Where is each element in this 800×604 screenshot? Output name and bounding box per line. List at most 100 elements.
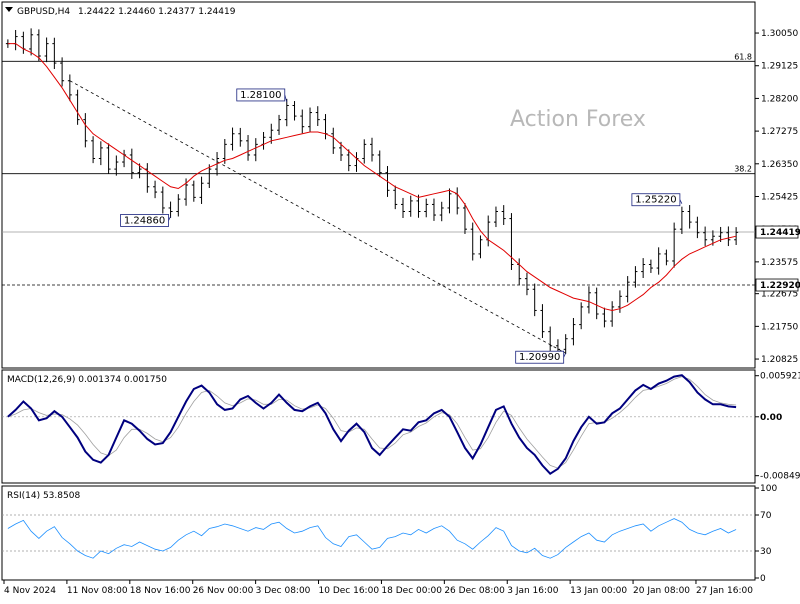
price-bar (695, 216, 700, 239)
price-annotation: 1.24860 (120, 214, 171, 227)
downtrend-line (69, 80, 566, 354)
x-tick-label: 18 Nov 16:00 (130, 586, 191, 596)
macd-label: MACD(12,26,9) 0.001374 0.001750 (7, 375, 167, 385)
x-tick-label: 18 Dec 00:00 (381, 586, 442, 596)
price-bar (509, 213, 514, 270)
price-bar (462, 203, 467, 234)
price-tick-label: 1.23575 (761, 258, 798, 268)
price-annotation: 1.20990 (515, 350, 567, 364)
support-badge-box (755, 278, 799, 292)
price-bar (664, 249, 669, 266)
price-panel[interactable] (1, 1, 756, 369)
price-tick-label: 1.29125 (761, 62, 798, 72)
price-bar (308, 107, 313, 132)
rsi-layer: 100 70 30 0 (2, 484, 777, 584)
x-tick-label: 13 Jan 00:00 (570, 586, 627, 596)
x-tick-label: 20 Jan 08:00 (633, 586, 690, 596)
price-tick-label: 1.28200 (761, 94, 798, 104)
price-annotation: 1.25220 (631, 193, 683, 207)
price-annotation-label: 1.24860 (124, 215, 165, 226)
price-bar (548, 326, 553, 351)
price-bar (60, 57, 65, 87)
price-annotation-label: 1.25220 (635, 195, 676, 206)
x-tick-label: 26 Nov 00:00 (193, 586, 254, 596)
price-bar (431, 198, 436, 221)
price-bar (253, 138, 258, 162)
price-bar (52, 37, 57, 69)
current-price-badge-text: 1.24419 (760, 228, 800, 238)
price-bar (586, 286, 591, 314)
price-bar (625, 276, 630, 303)
price-bar (36, 29, 41, 62)
price-bar (98, 141, 103, 166)
price-bar (532, 283, 537, 317)
current-price-badge-box (755, 225, 799, 239)
price-tick-label: 1.27275 (761, 127, 798, 137)
x-tick-label: 11 Nov 08:00 (67, 586, 128, 596)
price-bar (602, 307, 607, 328)
price-bar (315, 106, 320, 126)
support-badge: 1.22920 (755, 278, 800, 292)
rsi-tick-label: 30 (760, 547, 772, 557)
rsi-panel[interactable] (1, 485, 756, 581)
moving-average-line (7, 43, 737, 312)
price-annotation-box (236, 88, 286, 102)
price-bar (579, 302, 584, 330)
x-tick-label: 27 Jan 16:00 (696, 586, 753, 596)
price-bar (238, 127, 243, 147)
dropdown-triangle-icon[interactable] (5, 7, 13, 12)
price-bar (571, 317, 576, 346)
price-bar (734, 227, 739, 246)
price-bar (246, 135, 251, 161)
price-tick-label: 1.21750 (761, 322, 798, 332)
x-tick-label: 10 Dec 16:00 (319, 586, 380, 596)
price-bar (106, 143, 111, 174)
price-bar (594, 287, 599, 320)
price-bar (44, 37, 49, 63)
price-bar (524, 272, 529, 296)
macd-panel[interactable] (1, 369, 756, 484)
price-annotation-label: 1.28100 (240, 90, 281, 101)
price-tick-label: 1.30050 (761, 29, 798, 39)
price-bar (408, 195, 413, 217)
price-bar (331, 127, 336, 154)
support-badge-text: 1.22920 (760, 281, 800, 291)
price-bar (648, 259, 653, 273)
price-bar (610, 301, 615, 327)
price-annotation-pointer (284, 94, 288, 103)
price-bar (703, 226, 708, 246)
macd-signal-line (7, 376, 737, 469)
price-bar (75, 89, 80, 125)
price-bar (160, 186, 165, 214)
ohlc-label: 1.24422 1.24460 1.24377 1.24419 (78, 7, 236, 17)
price-bar (478, 235, 483, 259)
price-bar (370, 137, 374, 162)
rsi-label: RSI(14) 53.8508 (7, 491, 80, 501)
price-bar (168, 201, 173, 218)
price-bar (129, 148, 134, 179)
price-annotation-label: 1.20990 (519, 352, 560, 363)
price-bar (91, 136, 96, 164)
price-bar (400, 197, 405, 219)
price-bar (199, 176, 204, 204)
price-bar (672, 222, 677, 268)
x-tick-label: 3 Dec 08:00 (256, 586, 311, 596)
price-tick-label: 1.26350 (761, 160, 798, 170)
price-bar (277, 114, 282, 135)
price-bar (191, 180, 196, 202)
price-bar (207, 164, 212, 189)
price-bar (230, 127, 235, 151)
rsi-tick-label: 0 (760, 574, 766, 584)
price-bar (679, 206, 684, 235)
price-bar (633, 266, 638, 288)
price-tick-label: 1.25425 (761, 192, 798, 202)
price-bar (439, 201, 444, 222)
price-bar (726, 226, 731, 247)
price-bar (346, 149, 351, 172)
x-tick-label: 3 Jan 16:00 (507, 586, 559, 596)
price-bar (300, 109, 305, 134)
price-bar (222, 139, 227, 164)
price-bar (67, 74, 72, 102)
